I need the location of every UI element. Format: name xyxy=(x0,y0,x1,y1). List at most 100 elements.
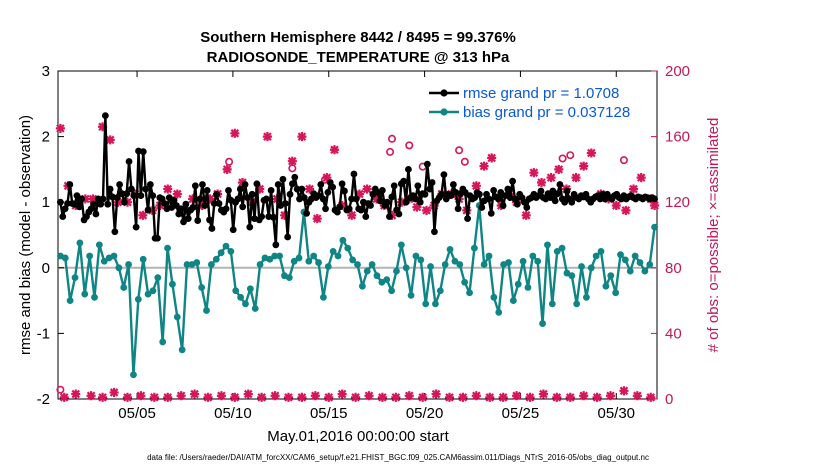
rmse-point xyxy=(438,190,445,198)
y-axis-label-right: # of obs: o=possible; ×=assimilated xyxy=(705,118,722,353)
rmse-point xyxy=(94,195,102,203)
bias-point xyxy=(242,300,249,308)
obs-possible-point xyxy=(460,157,469,166)
obs-assimilated-point xyxy=(329,145,340,155)
bias-point xyxy=(339,236,347,244)
y-tick-label: -2 xyxy=(37,391,50,408)
bias-point xyxy=(427,263,434,270)
y-tick-label-right: 160 xyxy=(665,129,690,146)
y-axis-label: rmse and bias (model - observation) xyxy=(17,115,34,355)
bias-point xyxy=(203,307,210,314)
bias-point xyxy=(509,297,517,304)
bias-point xyxy=(368,261,376,268)
rmse-point xyxy=(286,190,294,198)
rmse-point xyxy=(56,198,64,206)
obs-assimilated-point xyxy=(80,194,90,204)
rmse-point xyxy=(504,185,512,193)
y-tick-label: 1 xyxy=(42,194,50,211)
bias-point xyxy=(597,248,605,255)
rmse-point xyxy=(350,170,358,178)
obs-assimilated-point xyxy=(431,389,441,399)
bias-point xyxy=(86,252,94,260)
bias-point xyxy=(417,256,425,264)
bias-point xyxy=(422,300,430,308)
obs-assimilated-point xyxy=(498,392,508,402)
bias-point xyxy=(436,287,444,295)
obs-assimilated-point xyxy=(351,392,361,402)
rmse-point xyxy=(113,194,121,202)
bias-point xyxy=(193,259,201,266)
bias-point xyxy=(246,285,254,293)
obs-assimilated-point xyxy=(529,168,539,178)
rmse-point xyxy=(357,206,365,214)
obs-assimilated-point xyxy=(546,173,556,183)
bias-point xyxy=(329,248,337,255)
legend-bias-label: bias grand pr = 0.037128 xyxy=(463,104,630,121)
bias-point xyxy=(349,256,357,264)
obs-assimilated-point xyxy=(571,173,581,183)
y-tick-label-right: 0 xyxy=(665,391,673,408)
obs-assimilated-point xyxy=(222,164,232,174)
obs-assimilated-point xyxy=(418,392,428,402)
obs-possible-point xyxy=(225,157,234,166)
rmse-point xyxy=(139,148,147,156)
bias-point xyxy=(237,293,245,301)
legend-bias-marker xyxy=(440,108,448,116)
bias-point xyxy=(266,255,274,263)
rmse-point xyxy=(267,186,275,194)
bias-point xyxy=(446,246,454,253)
x-tick-label: 05/05 xyxy=(118,405,156,422)
obs-assimilated-point xyxy=(88,194,98,204)
rmse-point xyxy=(229,226,237,234)
rmse-point xyxy=(414,182,422,190)
bias-point xyxy=(290,257,298,265)
rmse-point xyxy=(215,200,223,207)
rmse-point xyxy=(279,175,287,183)
rmse-point xyxy=(440,171,448,179)
obs-assimilated-point xyxy=(297,392,307,402)
rmse-point xyxy=(561,198,569,206)
obs-assimilated-point xyxy=(646,392,656,402)
rmse-point xyxy=(336,203,344,211)
y-tick-label: 2 xyxy=(42,129,50,146)
rmse-point xyxy=(144,206,152,214)
bias-point xyxy=(222,242,230,250)
obs-assimilated-point xyxy=(521,210,531,220)
bias-point xyxy=(578,263,585,270)
obs-assimilated-point xyxy=(444,392,455,402)
bias-point xyxy=(217,249,225,257)
obs-assimilated-point xyxy=(636,173,646,183)
bias-point xyxy=(602,282,610,290)
rmse-point xyxy=(281,200,289,207)
bias-point xyxy=(524,284,532,291)
rmse-point xyxy=(426,185,434,193)
obs-assimilated-point xyxy=(188,194,198,204)
obs-assimilated-point xyxy=(310,391,320,401)
obs-assimilated-point xyxy=(59,392,69,402)
rmse-point xyxy=(116,181,123,188)
rmse-point xyxy=(388,193,396,201)
bias-point xyxy=(110,252,118,260)
bias-point xyxy=(519,257,527,265)
obs-assimilated-point xyxy=(421,205,432,215)
obs-assimilated-point xyxy=(628,184,639,194)
bias-point xyxy=(271,252,279,260)
rmse-point xyxy=(485,195,493,203)
rmse-point xyxy=(551,197,559,205)
obs-assimilated-point xyxy=(354,189,364,199)
obs-assimilated-point xyxy=(391,392,401,402)
rmse-point xyxy=(184,215,192,223)
rmse-point xyxy=(111,228,119,236)
rmse-point xyxy=(324,188,332,196)
obs-assimilated-point xyxy=(255,184,265,194)
bias-point xyxy=(612,289,620,297)
rmse-point xyxy=(128,185,135,193)
obs-possible-point xyxy=(566,151,575,160)
rmse-point xyxy=(291,173,299,181)
bias-point xyxy=(393,267,400,275)
bias-line xyxy=(59,204,656,376)
bias-point xyxy=(553,248,561,255)
rmse-point xyxy=(447,192,455,200)
obs-assimilated-point xyxy=(579,161,589,171)
obs-possible-point xyxy=(405,141,414,150)
